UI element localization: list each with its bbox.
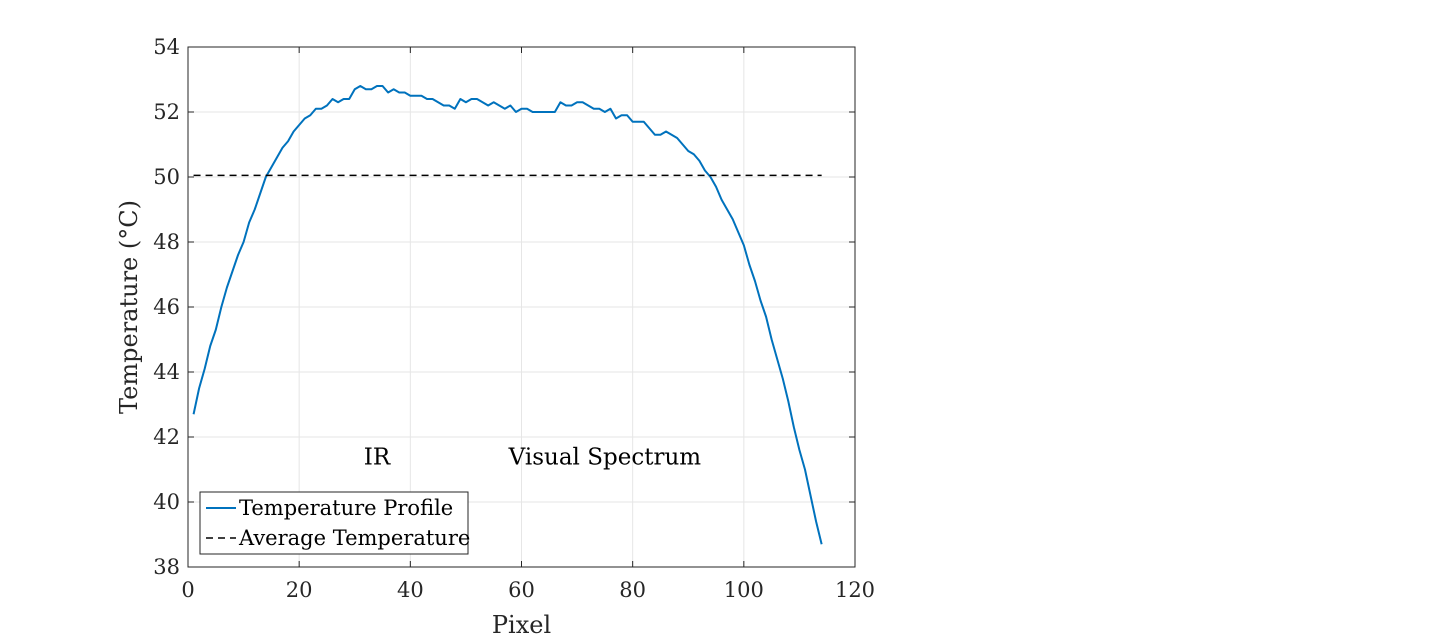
x-tick-label: 120 [835, 578, 875, 602]
y-tick-label: 52 [153, 100, 180, 124]
axis-ticks: 0 20 40 60 80 100 120 38 40 42 44 46 48 50 52 54 [153, 35, 875, 602]
y-tick-label: 50 [153, 165, 180, 189]
temperature-profile-line [192, 85, 823, 545]
legend: Temperature Profile Average Temperature [199, 491, 470, 555]
series-layer [192, 85, 823, 545]
legend-label-temperature-profile: Temperature Profile [239, 496, 453, 520]
y-tick-label: 48 [153, 230, 180, 254]
x-tick-label: 60 [508, 578, 535, 602]
legend-box [199, 491, 469, 555]
x-tick-label: 40 [397, 578, 424, 602]
x-tick-label: 20 [286, 578, 313, 602]
x-tick-label: 0 [181, 578, 194, 602]
y-tick-label: 54 [153, 35, 180, 59]
annotation-label: Visual Spectrum [508, 445, 702, 471]
y-tick-label: 38 [153, 555, 180, 579]
legend-label-average-temperature: Average Temperature [238, 526, 470, 550]
y-tick-label: 40 [153, 490, 180, 514]
y-tick-label: 44 [153, 360, 180, 384]
annotations: IR Visual Spectrum [364, 445, 701, 471]
x-axis-label: Pixel [492, 611, 551, 639]
y-axis-label: Temperature (°C) [115, 200, 143, 414]
x-tick-label: 80 [619, 578, 646, 602]
y-tick-label: 46 [153, 295, 180, 319]
x-tick-label: 100 [724, 578, 764, 602]
y-tick-label: 42 [153, 425, 180, 449]
annotation-label: IR [364, 445, 391, 471]
